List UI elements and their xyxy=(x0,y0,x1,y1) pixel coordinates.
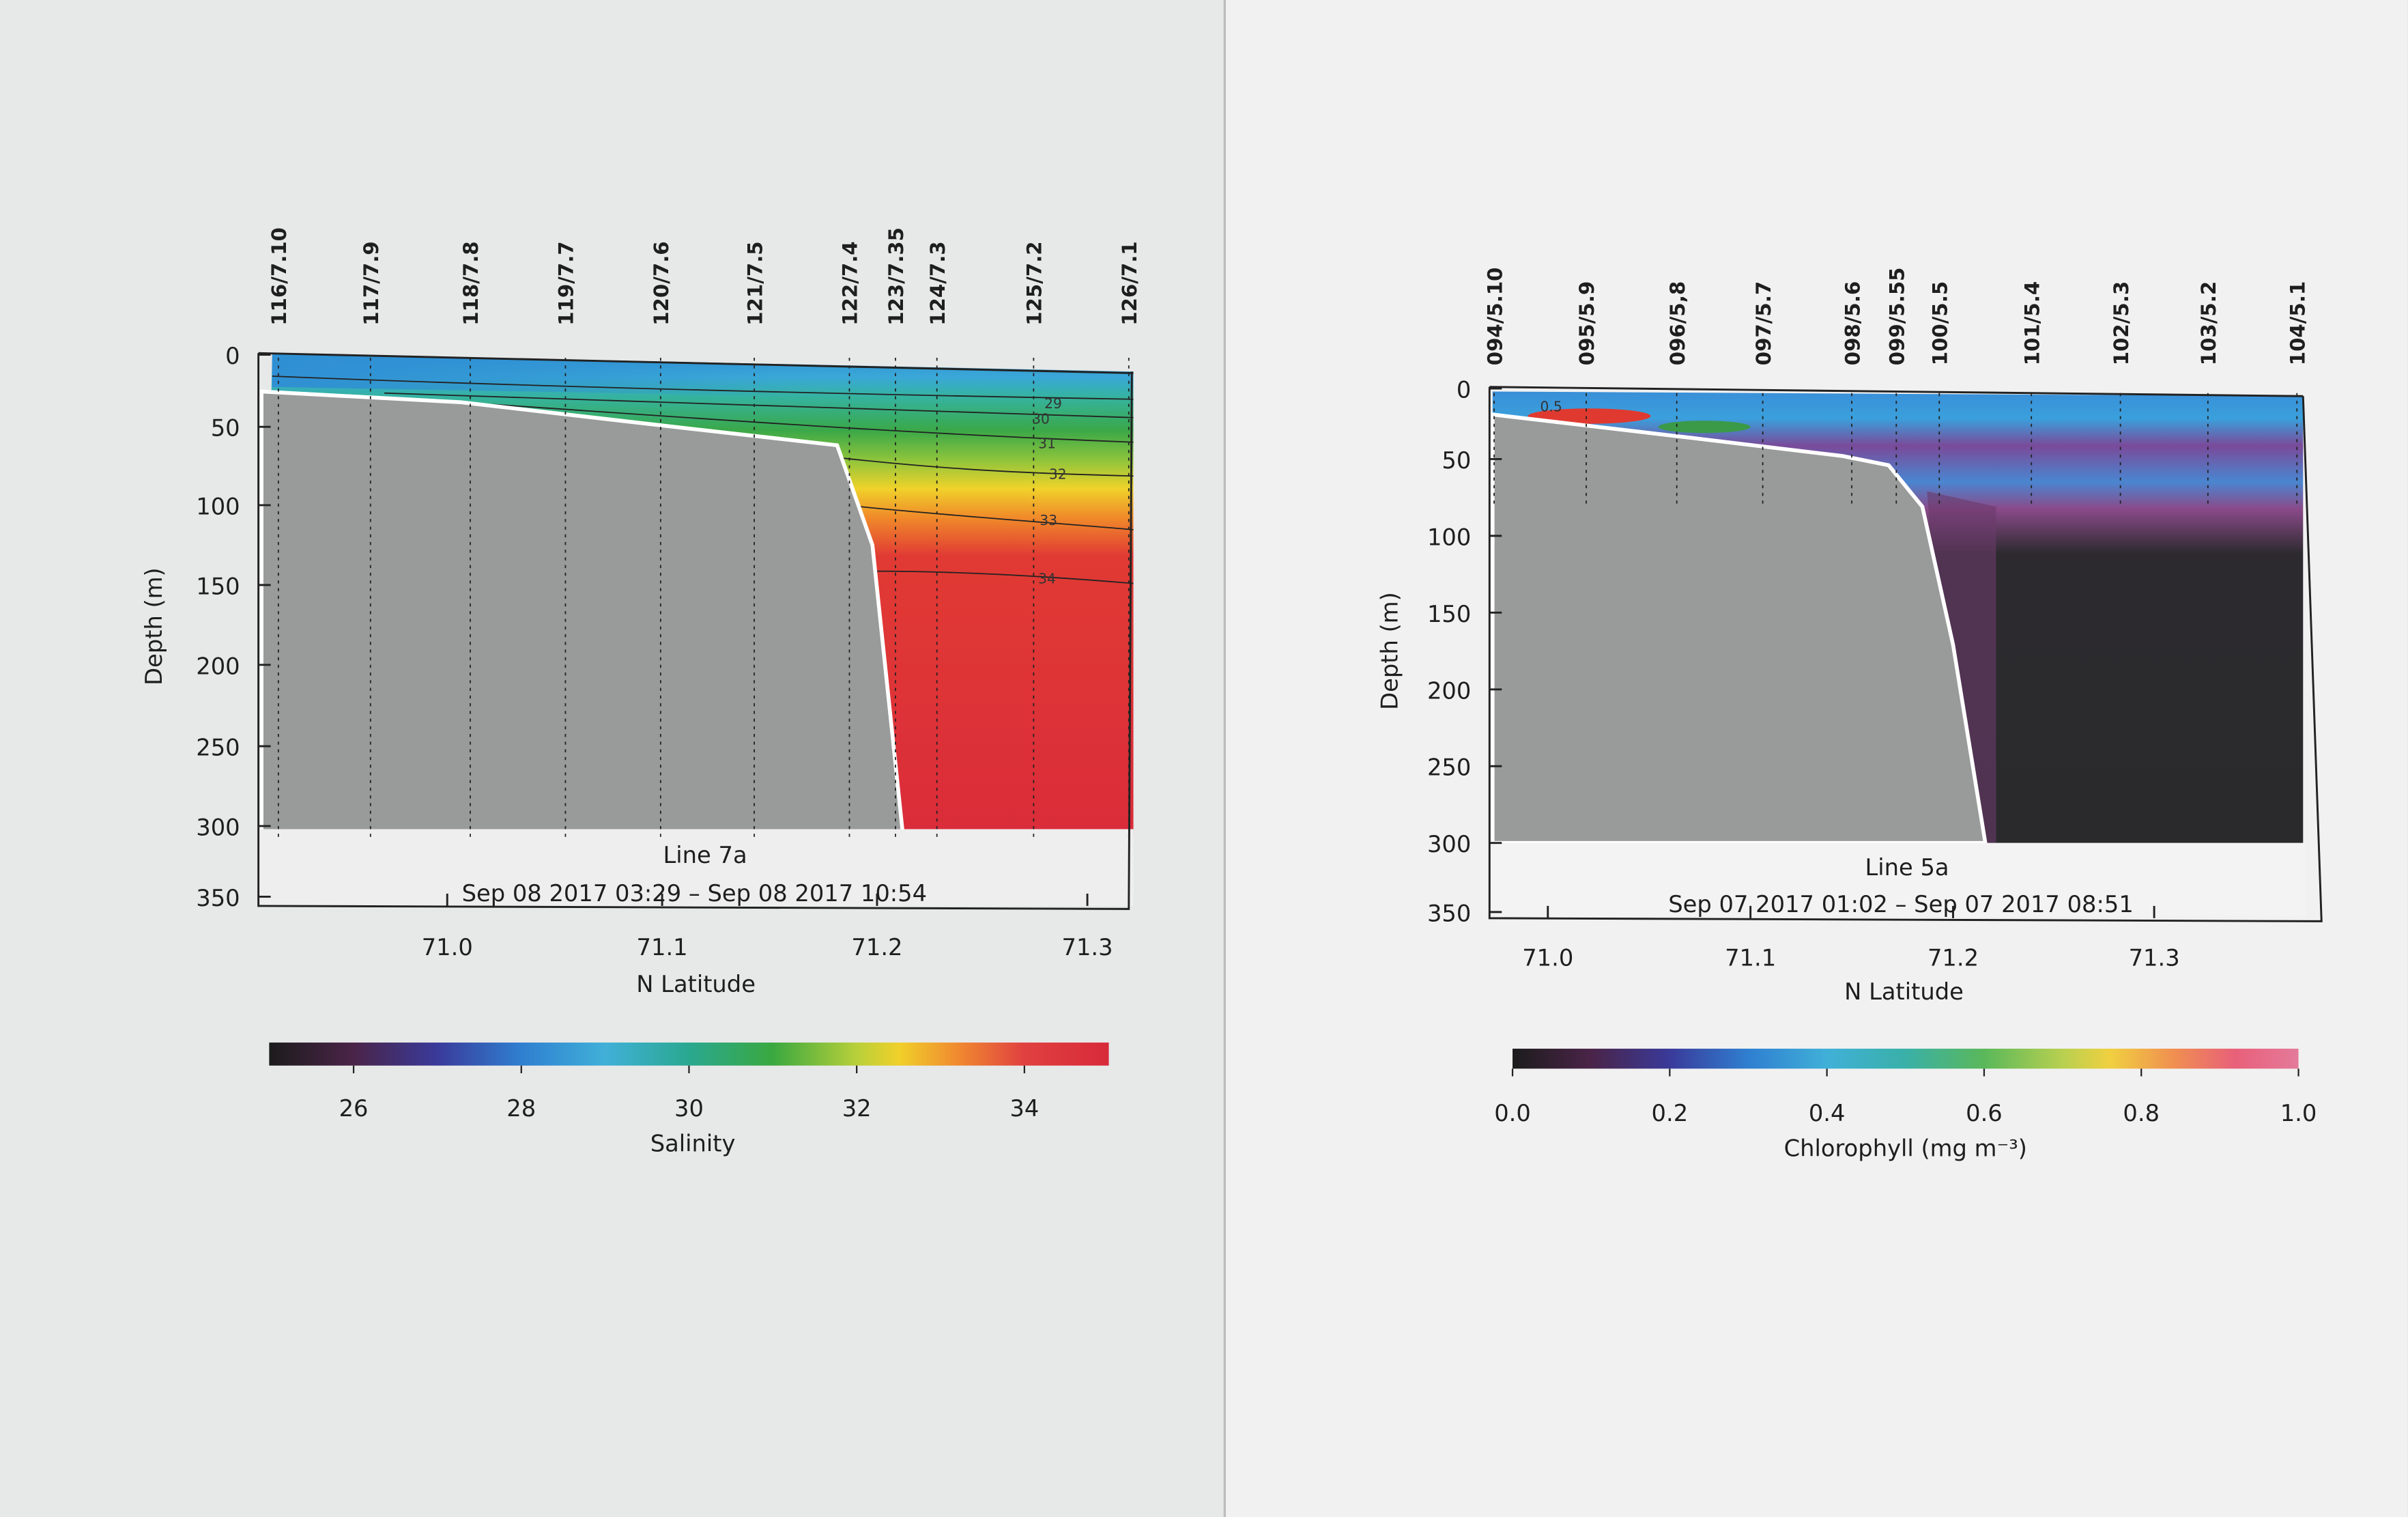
y-tick-label: 250 xyxy=(1427,754,1471,781)
section-title: Line 5a xyxy=(1865,854,1949,881)
contour-label: 0.5 xyxy=(1540,399,1562,415)
station-label: 124/7.3 xyxy=(926,241,949,325)
station-label: 120/7.6 xyxy=(650,241,673,325)
contour-label: 32 xyxy=(1049,466,1067,483)
x-tick-label: 71.1 xyxy=(637,934,688,961)
colorbar-tick-label: 32 xyxy=(842,1095,872,1122)
x-tick-label: 71.0 xyxy=(1522,945,1573,972)
x-tick-label: 71.3 xyxy=(2129,945,2180,972)
station-label: 099/5.55 xyxy=(1886,267,1909,365)
contour-label: 34 xyxy=(1038,571,1056,587)
station-label: 126/7.1 xyxy=(1118,241,1141,325)
colorbar-label: Salinity xyxy=(650,1131,736,1157)
station-label: 125/7.2 xyxy=(1023,241,1046,325)
below-data-box xyxy=(258,829,1134,906)
y-tick-label: 350 xyxy=(196,885,240,911)
station-label: 104/5.1 xyxy=(2287,281,2310,365)
colorbar-tick-label: 0.6 xyxy=(1966,1100,2003,1126)
section-time-range: Sep 07 2017 01:02 – Sep 07 2017 08:51 xyxy=(1668,891,2134,918)
contour-label: 29 xyxy=(1044,395,1062,412)
y-tick-label: 50 xyxy=(211,415,240,442)
contour-label: 33 xyxy=(1040,512,1057,528)
station-label: 094/5.10 xyxy=(1483,267,1506,365)
station-lines: 094/5.10 095/5.9 096/5,8 097/5.7 098/5.6 099/… xyxy=(1483,267,2310,507)
y-tick-label: 350 xyxy=(1427,900,1471,926)
colorbar-tick-label: 1.0 xyxy=(2280,1100,2317,1126)
station-label: 097/5.7 xyxy=(1752,281,1775,365)
y-axis-ticks: 0 50 100 150 200 250 300 350 xyxy=(196,343,271,911)
y-tick-label: 200 xyxy=(1427,677,1471,704)
chlorophyll-section-chart: 094/5.10 095/5.9 096/5,8 097/5.7 098/5.6 099/… xyxy=(1376,267,2323,1161)
colorbar xyxy=(1513,1049,2299,1069)
seafloor-bathymetry xyxy=(259,389,906,839)
axes-frame xyxy=(1488,386,2323,922)
salinity-surface-layer xyxy=(272,353,1134,403)
contour-labels: 0.5 xyxy=(1540,399,1562,415)
salinity-section-chart: 116/7.10 117/7.9 118/7.8 119/7.7 120/7.6 121/… xyxy=(141,227,1141,1157)
y-tick-label: 300 xyxy=(196,814,240,840)
x-axis-label: N Latitude xyxy=(636,971,756,997)
x-tick-label: 71.2 xyxy=(1927,945,1979,972)
x-tick-label: 71.0 xyxy=(422,934,473,961)
station-label: 095/5.9 xyxy=(1575,281,1599,365)
colorbar-tick-label: 0.2 xyxy=(1652,1100,1689,1126)
contour-label: 31 xyxy=(1038,436,1056,452)
y-axis-ticks: 0 50 100 150 200 250 300 350 xyxy=(1427,376,1502,926)
y-tick-label: 100 xyxy=(196,493,240,520)
chlorophyll-maximum xyxy=(1528,408,1651,424)
y-tick-label: 50 xyxy=(1442,447,1471,474)
colorbar-tick-label: 30 xyxy=(674,1095,704,1122)
x-axis-ticks: 71.0 71.1 71.2 71.3 xyxy=(422,893,1113,961)
colorbar-tick-label: 34 xyxy=(1009,1095,1039,1122)
colorbar-ticks: 26 28 30 32 34 xyxy=(339,1065,1039,1122)
y-tick-label: 150 xyxy=(196,573,240,599)
y-tick-label: 0 xyxy=(1457,376,1471,403)
section-time-range: Sep 08 2017 03:29 – Sep 08 2017 10:54 xyxy=(462,880,927,907)
station-label: 121/7.5 xyxy=(743,241,766,325)
deep-region-left xyxy=(1927,491,1996,843)
station-label: 116/7.10 xyxy=(268,227,291,326)
chlorophyll-green-patch xyxy=(1658,421,1751,434)
y-tick-label: 0 xyxy=(225,343,240,369)
station-label: 122/7.4 xyxy=(839,241,862,325)
y-tick-label: 150 xyxy=(1427,601,1471,627)
x-tick-label: 71.3 xyxy=(1062,934,1113,961)
x-axis-ticks: 71.0 71.1 71.2 71.3 xyxy=(1522,905,2180,972)
station-label: 102/5.3 xyxy=(2110,281,2133,365)
station-label: 101/5.4 xyxy=(2020,281,2044,365)
station-label: 118/7.8 xyxy=(459,241,483,325)
colorbar-tick-label: 0.8 xyxy=(2123,1100,2160,1126)
x-axis-label: N Latitude xyxy=(1844,978,1964,1005)
y-tick-label: 100 xyxy=(1427,524,1471,550)
section-title: Line 7a xyxy=(663,842,747,868)
y-axis-label: Depth (m) xyxy=(1376,592,1403,710)
station-label: 119/7.7 xyxy=(555,241,578,325)
colorbar-ticks: 0.0 0.2 0.4 0.6 0.8 1.0 xyxy=(1494,1068,2317,1126)
below-data-box xyxy=(1489,842,2306,917)
station-label: 098/5.6 xyxy=(1841,281,1864,365)
x-tick-label: 71.1 xyxy=(1725,945,1776,972)
y-tick-label: 250 xyxy=(196,735,240,761)
colorbar-tick-label: 0.0 xyxy=(1494,1100,1531,1126)
colorbar-tick-label: 26 xyxy=(339,1095,369,1122)
station-label: 123/7.35 xyxy=(885,227,908,326)
station-label: 117/7.9 xyxy=(360,241,383,325)
y-tick-label: 300 xyxy=(1427,831,1471,857)
colorbar xyxy=(269,1043,1109,1066)
y-axis-label: Depth (m) xyxy=(141,567,167,685)
contour-label: 30 xyxy=(1032,411,1050,427)
colorbar-tick-label: 28 xyxy=(506,1095,536,1122)
colorbar-label: Chlorophyll (mg m⁻³) xyxy=(1784,1135,2027,1161)
station-label: 096/5,8 xyxy=(1666,281,1689,365)
station-label: 103/5.2 xyxy=(2197,281,2220,365)
salinity-contours xyxy=(272,375,1134,584)
colorbar-tick-label: 0.4 xyxy=(1809,1100,1846,1126)
station-label: 100/5.5 xyxy=(1929,281,1952,365)
y-tick-label: 200 xyxy=(196,653,240,679)
x-tick-label: 71.2 xyxy=(851,934,902,961)
axes-frame xyxy=(257,352,1134,910)
